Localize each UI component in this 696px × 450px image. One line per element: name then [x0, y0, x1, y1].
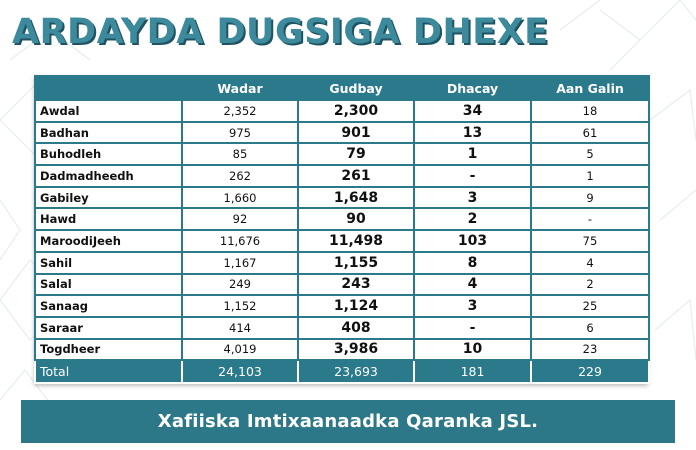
region-name: Hawd	[34, 207, 183, 232]
header-wadar: Wadar	[181, 75, 299, 101]
region-name: Buhodleh	[34, 142, 183, 167]
aan-galin-cell: 6	[530, 315, 650, 340]
wadar-cell: 262	[181, 164, 299, 188]
dhacay-cell: 3	[413, 294, 532, 318]
region-name: Sanaag	[34, 294, 183, 318]
wadar-cell: 975	[181, 120, 299, 145]
gudbay-cell: 79	[297, 142, 415, 167]
wadar-cell: 1,167	[181, 250, 299, 275]
region-name: Saraar	[34, 315, 183, 340]
wadar-cell: 4,019	[181, 337, 299, 362]
gudbay-cell: 408	[297, 315, 415, 340]
aan-galin-cell: 1	[530, 164, 650, 188]
wadar-cell: 92	[181, 207, 299, 232]
table-row: MaroodiJeeh 11,676 11,498 103 75	[34, 229, 650, 253]
wadar-cell: 414	[181, 315, 299, 340]
aan-galin-cell: 25	[530, 294, 650, 318]
dhacay-cell: 13	[413, 120, 532, 145]
wadar-cell: 2,352	[181, 99, 299, 123]
aan-galin-cell: 23	[530, 337, 650, 362]
gudbay-cell: 3,986	[297, 337, 415, 362]
dhacay-cell: 8	[413, 250, 532, 275]
aan-galin-cell: -	[530, 207, 650, 232]
footer-banner: Xafiiska Imtixaanaadka Qaranka JSL.	[21, 400, 675, 443]
dhacay-cell: -	[413, 164, 532, 188]
gudbay-cell: 90	[297, 207, 415, 232]
dhacay-cell: 103	[413, 229, 532, 253]
table-row: Awdal 2,352 2,300 34 18	[34, 99, 650, 123]
gudbay-cell: 1,155	[297, 250, 415, 275]
total-gudbay: 23,693	[297, 359, 415, 385]
aan-galin-cell: 4	[530, 250, 650, 275]
region-name: Togdheer	[34, 337, 183, 362]
gudbay-cell: 901	[297, 120, 415, 145]
dhacay-cell: 10	[413, 337, 532, 362]
wadar-cell: 85	[181, 142, 299, 167]
wadar-cell: 1,660	[181, 185, 299, 210]
table-row: Dadmadheedh 262 261 - 1	[34, 164, 650, 188]
dhacay-cell: -	[413, 315, 532, 340]
total-wadar: 24,103	[181, 359, 299, 385]
table-row: Sanaag 1,152 1,124 3 25	[34, 294, 650, 318]
total-dhacay: 181	[413, 359, 532, 385]
dhacay-cell: 4	[413, 272, 532, 297]
region-name: Awdal	[34, 99, 183, 123]
table-row: Salal 249 243 4 2	[34, 272, 650, 297]
gudbay-cell: 1,648	[297, 185, 415, 210]
gudbay-cell: 243	[297, 272, 415, 297]
dhacay-cell: 1	[413, 142, 532, 167]
header-dhacay: Dhacay	[413, 75, 532, 101]
aan-galin-cell: 61	[530, 120, 650, 145]
wadar-cell: 1,152	[181, 294, 299, 318]
table-row: Hawd 92 90 2 -	[34, 207, 650, 232]
dhacay-cell: 34	[413, 99, 532, 123]
gudbay-cell: 1,124	[297, 294, 415, 318]
aan-galin-cell: 75	[530, 229, 650, 253]
header-aan-galin: Aan Galin	[530, 75, 650, 101]
table-row: Sahil 1,167 1,155 8 4	[34, 250, 650, 275]
aan-galin-cell: 2	[530, 272, 650, 297]
dhacay-cell: 3	[413, 185, 532, 210]
header-region	[34, 75, 183, 101]
table-row: Buhodleh 85 79 1 5	[34, 142, 650, 167]
gudbay-cell: 261	[297, 164, 415, 188]
region-name: Dadmadheedh	[34, 164, 183, 188]
wadar-cell: 249	[181, 272, 299, 297]
wadar-cell: 11,676	[181, 229, 299, 253]
page-title: ARDAYDA DUGSIGA DHEXE	[12, 12, 549, 52]
region-name: Salal	[34, 272, 183, 297]
total-label: Total	[34, 359, 183, 385]
total-aan-galin: 229	[530, 359, 650, 385]
header-gudbay: Gudbay	[297, 75, 415, 101]
results-table: Wadar Gudbay Dhacay Aan Galin Awdal 2,35…	[34, 75, 650, 385]
dhacay-cell: 2	[413, 207, 532, 232]
total-row: Total 24,103 23,693 181 229	[34, 359, 650, 385]
table-row: Gabiley 1,660 1,648 3 9	[34, 185, 650, 210]
table-header-row: Wadar Gudbay Dhacay Aan Galin	[34, 75, 650, 101]
footer-text: Xafiiska Imtixaanaadka Qaranka JSL.	[157, 411, 539, 432]
region-name: MaroodiJeeh	[34, 229, 183, 253]
region-name: Sahil	[34, 250, 183, 275]
results-table-container: Wadar Gudbay Dhacay Aan Galin Awdal 2,35…	[34, 75, 650, 385]
gudbay-cell: 2,300	[297, 99, 415, 123]
aan-galin-cell: 18	[530, 99, 650, 123]
table-row: Saraar 414 408 - 6	[34, 315, 650, 340]
table-row: Badhan 975 901 13 61	[34, 120, 650, 145]
table-row: Togdheer 4,019 3,986 10 23	[34, 337, 650, 362]
aan-galin-cell: 5	[530, 142, 650, 167]
region-name: Gabiley	[34, 185, 183, 210]
aan-galin-cell: 9	[530, 185, 650, 210]
gudbay-cell: 11,498	[297, 229, 415, 253]
region-name: Badhan	[34, 120, 183, 145]
